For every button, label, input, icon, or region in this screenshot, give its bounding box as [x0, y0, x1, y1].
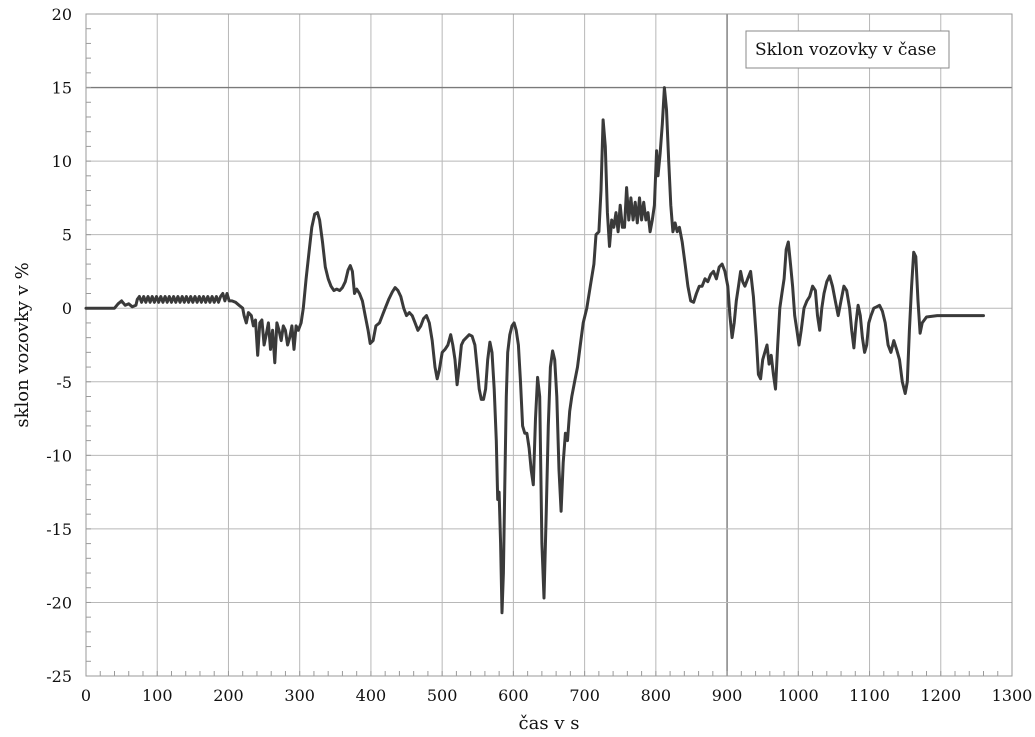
x-tick-label: 900 — [712, 686, 743, 705]
x-tick-label: 500 — [427, 686, 458, 705]
x-tick-label: 100 — [142, 686, 173, 705]
x-tick-label: 1200 — [920, 686, 961, 705]
y-tick-label: 5 — [62, 226, 72, 245]
legend: Sklon vozovky v čase — [745, 30, 950, 69]
x-tick-label: 1100 — [849, 686, 890, 705]
y-tick-label: -10 — [46, 446, 72, 465]
x-tick-label: 700 — [569, 686, 600, 705]
y-tick-label: -25 — [46, 667, 72, 686]
plot-area-frame — [85, 13, 1013, 677]
x-tick-label: 200 — [213, 686, 244, 705]
grid-lines — [85, 13, 1013, 677]
y-tick-label: 15 — [52, 79, 72, 98]
x-axis-title: čas v s — [519, 713, 580, 734]
x-tick-label: 800 — [641, 686, 672, 705]
x-tick-label: 1000 — [778, 686, 819, 705]
legend-box — [745, 30, 950, 69]
x-tick-label: 0 — [81, 686, 91, 705]
y-tick-label: -15 — [46, 520, 72, 539]
x-tick-label: 300 — [284, 686, 315, 705]
series-line-sklon — [84, 86, 985, 615]
minor-tick-marks — [85, 13, 1013, 677]
y-tick-label: 20 — [52, 5, 72, 24]
legend-label: Sklon vozovky v čase — [755, 40, 936, 60]
x-tick-label: 600 — [498, 686, 529, 705]
y-axis-tick-labels: 20 15 10 5 0 -5 -10 -15 -20 -25 — [46, 5, 72, 686]
y-tick-label: -20 — [46, 593, 72, 612]
y-tick-label: 0 — [62, 299, 72, 318]
y-tick-label: 10 — [52, 152, 72, 171]
x-tick-label: 1300 — [992, 686, 1033, 705]
x-axis-tick-labels: 0 100 200 300 400 500 600 700 800 900 1000 1100 1200… — [81, 686, 1032, 705]
y-axis-title: sklon vozovky v % — [12, 262, 33, 427]
x-tick-label: 400 — [356, 686, 387, 705]
y-tick-label: -5 — [56, 373, 72, 392]
